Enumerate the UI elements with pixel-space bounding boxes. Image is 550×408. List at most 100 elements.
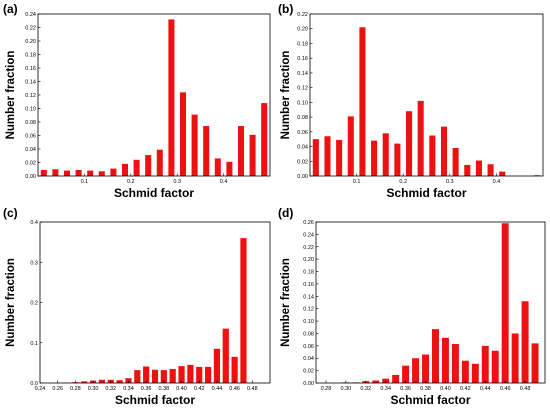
bar-d-21 — [532, 343, 539, 383]
y-tick-label-a-6: 0.12 — [25, 93, 36, 99]
bar-c-13 — [178, 366, 184, 383]
chart-panel-a: (a) 0.00 0.02 0.04 0.06 0.08 0.10 0.12 0.14 0.16 0… — [0, 0, 275, 204]
chart-panel-c: (c) 0.0 0.1 0.2 0.3 0.4 0.24 0.26 0.28 0.30 0.32 0.… — [0, 204, 275, 408]
bar-b-9 — [418, 101, 424, 176]
x-axis-title-b: Schmid factor — [386, 186, 466, 200]
x-tick-label-c-9: 0.42 — [194, 386, 205, 392]
y-tick-label-c-3: 0.3 — [30, 260, 38, 266]
bar-c-6 — [117, 380, 123, 383]
bar-d-8 — [402, 366, 409, 383]
y-tick-label-b-6: 0.12 — [297, 86, 308, 92]
x-tick-label-d-10: 0.48 — [520, 386, 531, 392]
y-tick-label-c-4: 0.4 — [30, 220, 38, 226]
panel-label-a: (a) — [3, 2, 18, 16]
bar-a-2 — [64, 171, 70, 176]
bar-d-7 — [392, 375, 399, 383]
x-tick-label-d-4: 0.36 — [400, 386, 411, 392]
y-tick-label-a-12: 0.24 — [25, 12, 36, 18]
y-axis-title-d: Number fraction — [280, 258, 292, 347]
y-tick-label-d-13: 0.26 — [303, 220, 314, 226]
chart-c-svg: (c) 0.0 0.1 0.2 0.3 0.4 0.24 0.26 0.28 0.30 0.32 0.… — [0, 204, 275, 408]
y-tick-label-d-7: 0.14 — [303, 294, 314, 300]
bar-a-18 — [250, 135, 256, 176]
x-tick-label-b-2: 0.3 — [446, 179, 454, 185]
x-tick-label-c-8: 0.40 — [176, 386, 187, 392]
bar-d-17 — [492, 351, 499, 383]
y-tick-label-c-2: 0.2 — [30, 301, 38, 307]
bar-d-9 — [412, 358, 419, 383]
bar-b-14 — [476, 161, 482, 176]
bar-d-10 — [422, 355, 429, 383]
bar-d-15 — [472, 364, 479, 383]
bar-b-5 — [371, 141, 377, 176]
y-tick-label-b-8: 0.16 — [297, 56, 308, 62]
bar-a-5 — [99, 171, 105, 176]
y-tick-label-a-3: 0.06 — [25, 134, 36, 140]
bar-b-10 — [429, 136, 435, 177]
y-tick-label-a-2: 0.04 — [25, 147, 36, 153]
x-tick-label-d-5: 0.38 — [420, 386, 431, 392]
y-tick-label-b-5: 0.10 — [297, 100, 308, 106]
bar-a-9 — [145, 155, 151, 176]
y-tick-label-d-5: 0.10 — [303, 319, 314, 325]
y-tick-label-d-8: 0.16 — [303, 282, 314, 288]
y-tick-label-b-1: 0.02 — [297, 159, 308, 165]
plot-frame-b — [310, 14, 543, 176]
x-tick-label-c-10: 0.44 — [212, 386, 223, 392]
x-tick-label-a-3: 0.4 — [220, 179, 228, 185]
bar-c-19 — [232, 357, 238, 383]
x-axis-title-d: Schmid factor — [390, 393, 470, 407]
x-tick-label-b-0: 0.1 — [353, 179, 361, 185]
plot-frame-a — [38, 14, 270, 176]
y-tick-label-a-5: 0.10 — [25, 107, 36, 113]
x-tick-label-c-5: 0.34 — [123, 386, 134, 392]
bar-b-6 — [383, 133, 389, 176]
x-tick-label-d-3: 0.34 — [380, 386, 391, 392]
y-tick-label-a-9: 0.18 — [25, 53, 36, 59]
y-tick-label-a-8: 0.16 — [25, 66, 36, 72]
bar-d-12 — [442, 338, 449, 383]
chart-panel-b: (b) 0.00 0.02 0.04 0.06 0.08 0.10 0.12 0.14 0.16 0… — [275, 0, 550, 204]
y-tick-label-d-9: 0.18 — [303, 270, 314, 276]
y-tick-label-b-9: 0.18 — [297, 41, 308, 47]
x-tick-label-c-6: 0.36 — [141, 386, 152, 392]
x-tick-label-c-3: 0.30 — [88, 386, 99, 392]
bar-d-18 — [502, 223, 509, 383]
bar-a-8 — [134, 160, 140, 176]
x-tick-label-d-2: 0.32 — [360, 386, 371, 392]
bar-a-7 — [122, 164, 128, 176]
y-tick-label-d-3: 0.06 — [303, 344, 314, 350]
plot-frame-d — [316, 222, 545, 383]
y-axis-title-a: Number fraction — [5, 51, 17, 140]
x-axis-title-a: Schmid factor — [114, 186, 194, 200]
panel-label-d: (d) — [278, 206, 293, 220]
bar-c-4 — [99, 380, 105, 383]
y-tick-label-a-10: 0.20 — [25, 39, 36, 45]
chart-d-svg: (d)0.000.020.040.060.080.100.120.140.160… — [275, 204, 550, 408]
y-tick-label-b-10: 0.20 — [297, 27, 308, 33]
bar-b-12 — [453, 148, 459, 176]
y-tick-label-d-10: 0.20 — [303, 257, 314, 263]
bar-d-11 — [432, 329, 439, 383]
y-tick-label-b-11: 0.22 — [297, 12, 308, 18]
bar-a-10 — [157, 150, 163, 176]
x-tick-label-c-11: 0.46 — [229, 386, 240, 392]
x-tick-label-c-4: 0.32 — [105, 386, 116, 392]
bar-c-20 — [240, 238, 246, 383]
bar-d-20 — [522, 301, 529, 383]
bar-a-0 — [41, 170, 47, 176]
x-tick-label-c-1: 0.26 — [52, 386, 63, 392]
bar-b-4 — [359, 27, 365, 176]
y-tick-label-a-4: 0.08 — [25, 120, 36, 126]
chart-b-svg: (b) 0.00 0.02 0.04 0.06 0.08 0.10 0.12 0.14 0.16 0… — [275, 0, 550, 204]
bar-c-8 — [134, 370, 140, 383]
x-tick-label-d-6: 0.40 — [440, 386, 451, 392]
bar-c-16 — [205, 367, 211, 383]
bar-b-16 — [499, 172, 505, 176]
y-axis-title-c: Number fraction — [5, 258, 17, 347]
bars-group-c — [63, 238, 246, 383]
bar-c-12 — [170, 369, 176, 383]
y-tick-label-a-0: 0.00 — [25, 174, 36, 180]
y-tick-label-d-6: 0.12 — [303, 307, 314, 313]
bar-c-10 — [152, 370, 158, 383]
